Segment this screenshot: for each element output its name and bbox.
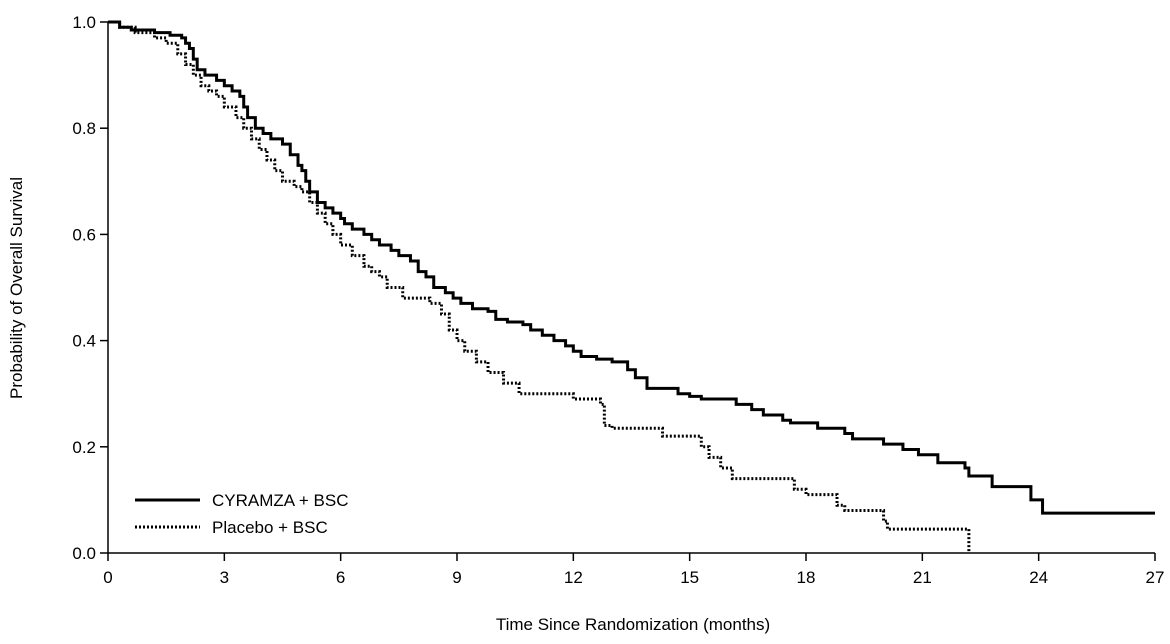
y-tick-label: 0.8: [72, 119, 96, 138]
series-line-cyramza: [108, 20, 1155, 515]
x-tick-label: 21: [913, 568, 932, 587]
x-tick-label: 6: [336, 568, 345, 587]
legend: CYRAMZA + BSC Placebo + BSC: [135, 491, 349, 537]
x-tick-label: 0: [103, 568, 112, 587]
x-tick-label: 15: [680, 568, 699, 587]
legend-label-placebo: Placebo + BSC: [212, 518, 328, 537]
y-tick-label: 0.0: [72, 544, 96, 563]
series-line-placebo: [108, 20, 971, 553]
x-tick-label: 9: [452, 568, 461, 587]
y-axis-title: Probability of Overall Survival: [7, 177, 26, 399]
y-tick-label: 1.0: [72, 13, 96, 32]
y-tick-label: 0.4: [72, 332, 96, 351]
y-tick-label: 0.2: [72, 438, 96, 457]
x-tick-label: 24: [1029, 568, 1048, 587]
series-lines: [108, 20, 1155, 553]
axes: 0 3 6 9 12 15 18 21 24 27 0.0 0.2 0.4 0.6 0.8 1.0: [72, 13, 1164, 587]
x-tick-label: 3: [220, 568, 229, 587]
y-tick-label: 0.6: [72, 225, 96, 244]
x-tick-label: 18: [797, 568, 816, 587]
x-axis-title: Time Since Randomization (months): [496, 615, 770, 634]
x-tick-label: 12: [564, 568, 583, 587]
x-tick-label: 27: [1146, 568, 1165, 587]
legend-label-cyramza: CYRAMZA + BSC: [212, 491, 349, 510]
